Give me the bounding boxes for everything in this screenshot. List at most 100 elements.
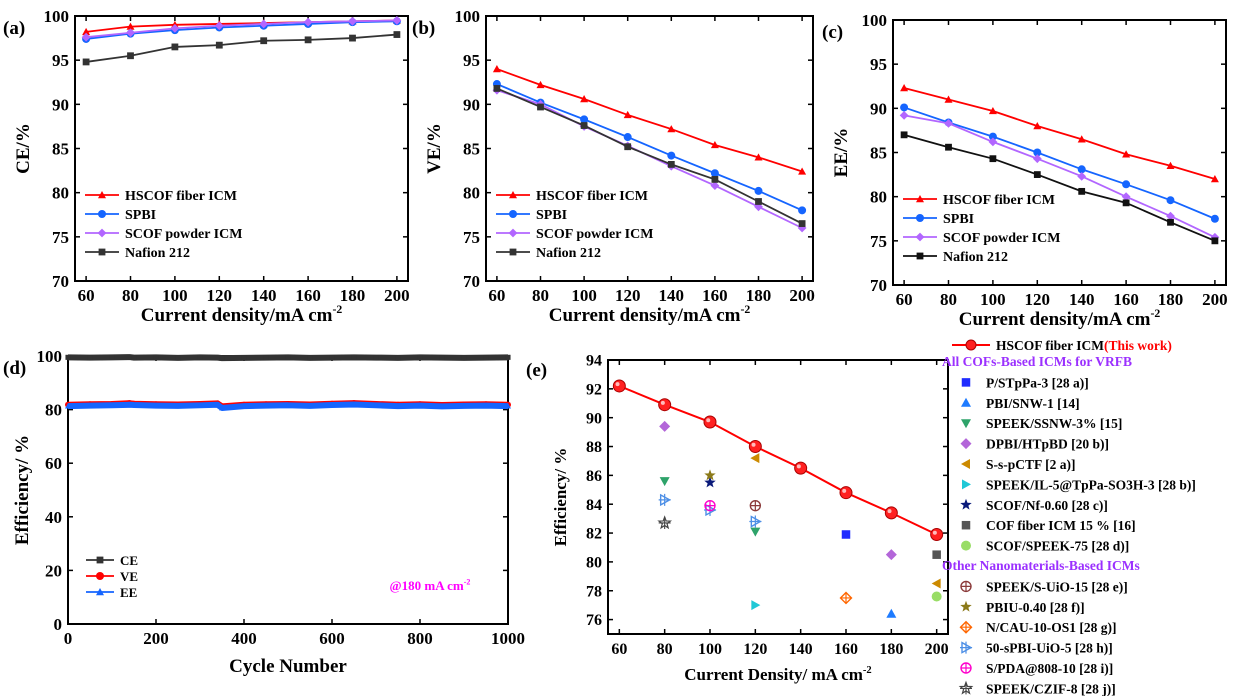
series-spbi [900,103,1219,223]
panel-c: 60 80 100 120 140 160 180 200707580859095100Cur… [822,11,1228,330]
data-point [1033,171,1041,178]
data-point [127,354,133,360]
x-tick-label: 200 [1202,290,1228,309]
data-point [988,137,998,147]
data-point [285,354,291,360]
data-point [1210,214,1219,223]
series-speek-s-uio-15 [749,499,762,512]
series-line [85,33,397,63]
x-tick-label: 80 [122,286,139,305]
data-point [1077,135,1086,143]
y-tick-label: 90 [52,95,69,114]
y-tick-label: 80 [52,184,69,203]
condition-annotation: @180 mA cm-2 [390,578,471,593]
data-point [241,355,247,361]
y-tick-label: 94 [586,353,602,370]
x-tick-label: 160 [1113,290,1139,309]
x-tick-label: 80 [940,290,957,309]
data-point [483,355,489,361]
legend-marker [916,214,924,222]
legend-label: 50-sPBI-UiO-5 [28 h)] [986,641,1113,656]
x-tick-label: 140 [1069,290,1095,309]
y-tick-label: 85 [52,139,69,158]
legend-marker [98,191,106,199]
x-tick-label: 120 [615,286,641,305]
series-line [496,83,803,212]
x-tick-label: 100 [980,290,1006,309]
panel-e: 60 80 100 120 140 160 180 200 76 78 80 82 84 86 88 90 92… [526,338,1196,696]
legend-label: S/PDA@808-10 [28 i)] [986,661,1113,676]
y-tick-label: 80 [586,554,602,571]
data-point [944,118,953,128]
legend-label: SCOF powder ICM [943,231,1060,246]
y-tick-label: 82 [586,526,602,543]
series-line [903,106,1216,220]
y-tick-label: 90 [463,95,480,114]
y-axis-label: VE/% [424,123,445,174]
x-tick-label: 80 [532,286,549,305]
x-tick-label: 600 [319,629,345,648]
legend-label: EE [120,585,137,600]
series-nafion-212 [82,31,401,66]
series-line [903,87,1216,180]
data-point [109,354,115,360]
data-point [1032,154,1042,164]
data-point [131,355,137,361]
x-tick-label: 180 [340,286,366,305]
legend-marker [960,600,972,612]
x-tick-label: 120 [1025,290,1051,309]
legend-label: SCOF powder ICM [536,227,653,242]
data-point [285,402,291,408]
data-point [348,16,357,26]
legend-marker [962,479,971,490]
x-tick-label: 800 [407,629,433,648]
data-point [1033,148,1042,157]
data-point [899,111,909,120]
y-tick-label: 95 [463,51,480,70]
series-n-cau-10-os1 [839,591,853,605]
legend-marker [97,228,107,238]
data-point [351,354,357,360]
data-point [710,140,719,149]
data-point [623,110,632,119]
data-point [1078,187,1086,195]
data-point [754,202,763,212]
data-point [170,23,180,33]
data-point [624,143,632,151]
data-point [900,103,909,112]
x-tick-label: 100 [698,641,722,658]
legend-label: HSCOF fiber ICM [125,189,237,204]
data-point [900,84,909,92]
x-axis-label: Current Density/ mA cm-2 [684,665,871,684]
y-tick-label: 78 [586,583,602,600]
legend-label: SPBI [943,212,974,227]
data-point [839,591,853,605]
legend-label: SPEEK/CZIF-8 [28 j)] [986,681,1116,696]
data-point [798,206,807,215]
x-tick-label: 60 [488,286,505,305]
x-tick-label: 120 [743,641,767,658]
data-point [219,355,225,361]
data-point [329,355,335,361]
series-line [85,20,397,40]
legend-marker [960,662,972,674]
data-point [1167,218,1174,226]
data-point [703,415,717,429]
y-tick-label: 75 [870,232,887,251]
series-scof-speek-75 [931,591,942,602]
y-tick-label: 92 [586,381,602,398]
data-point [87,402,93,408]
data-point [87,355,93,361]
legend-marker [96,556,104,564]
data-point [241,403,247,409]
legend-label: SCOF/Nf-0.60 [28 c)] [986,498,1108,513]
data-point [1033,122,1042,130]
data-point [153,402,159,408]
data-point [505,403,511,409]
data-point [537,103,544,111]
data-point [392,16,402,25]
data-point [1211,237,1219,245]
plot-frame [607,359,949,635]
data-point [197,402,203,408]
data-point [931,578,941,589]
